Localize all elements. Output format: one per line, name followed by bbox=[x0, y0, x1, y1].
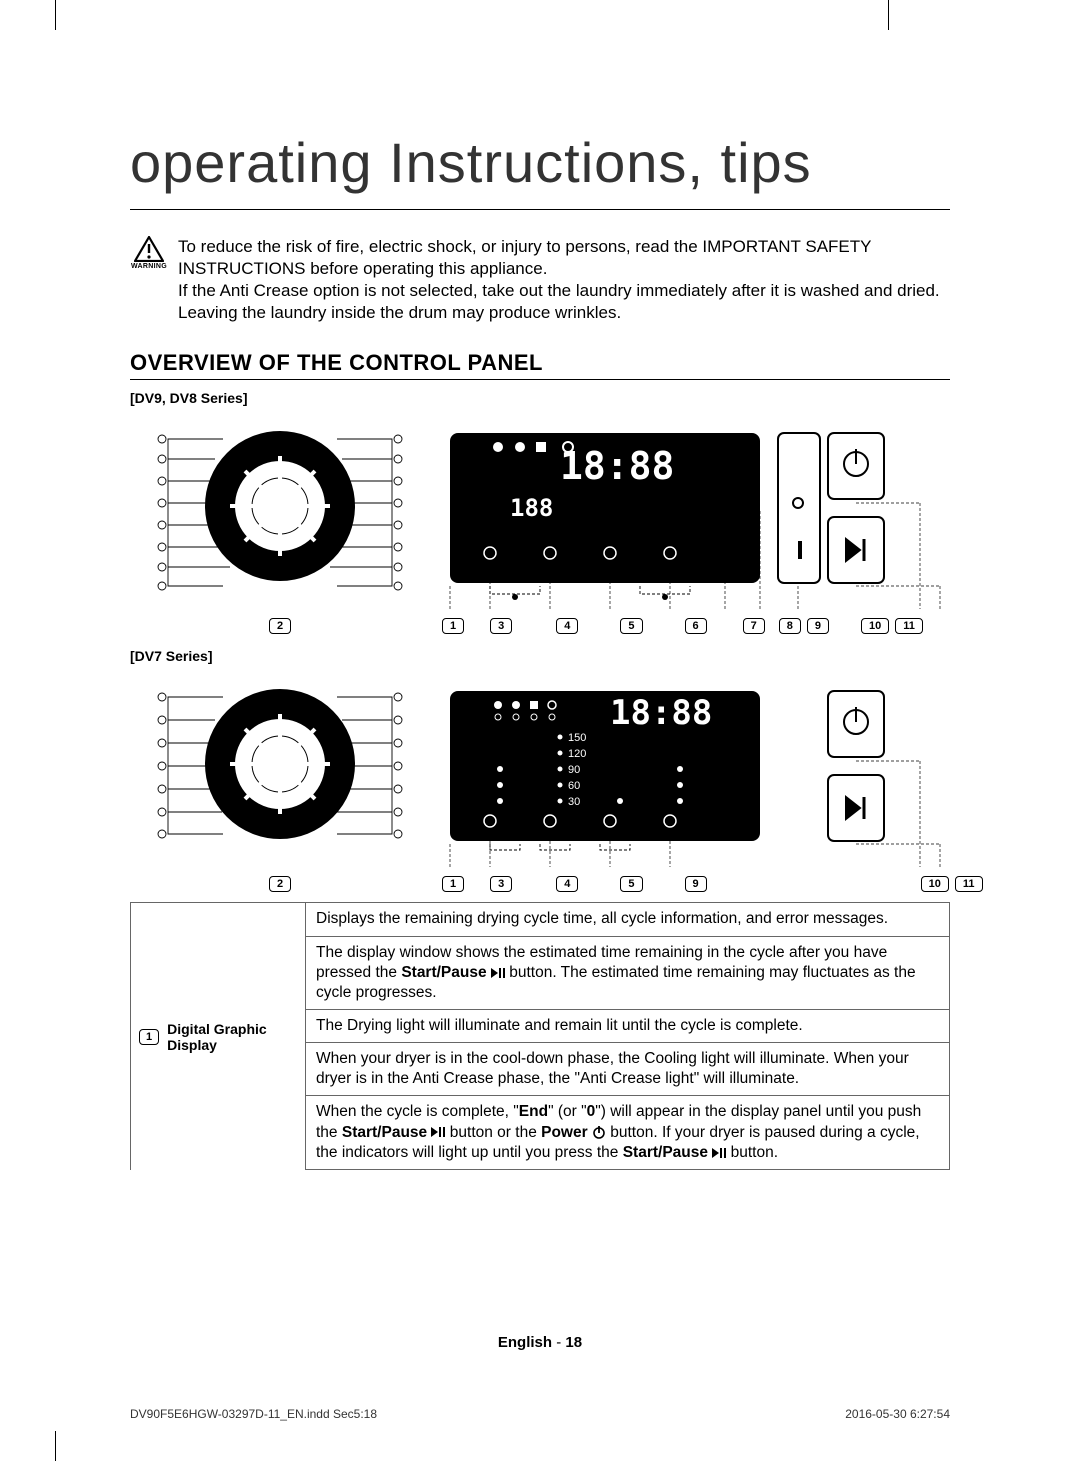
callout-3-d7: 3 bbox=[490, 876, 512, 892]
panel-dv7: 2 18:88 150 120 90 60 30 bbox=[130, 669, 950, 900]
callout-10-d7: 10 bbox=[921, 876, 949, 892]
callout-1: 1 bbox=[442, 618, 464, 634]
svg-text:188: 188 bbox=[510, 494, 553, 522]
play-pause-icon bbox=[491, 967, 505, 979]
series1-label: [DV9, DV8 Series] bbox=[130, 390, 950, 406]
section-rule bbox=[130, 379, 950, 380]
svg-text:18:88: 18:88 bbox=[610, 693, 712, 733]
svg-text:90: 90 bbox=[568, 764, 580, 776]
desc-p1: Displays the remaining drying cycle time… bbox=[306, 903, 949, 936]
desc-p2: The display window shows the estimated t… bbox=[306, 937, 949, 1010]
callout-3: 3 bbox=[490, 618, 512, 634]
dial-number-row-dv7: 2 bbox=[130, 876, 430, 892]
callout-4-d7: 4 bbox=[556, 876, 578, 892]
page-footer: English - 18 bbox=[0, 1334, 1080, 1351]
warning-label: WARNING bbox=[131, 263, 167, 270]
desc-label-cell: 1 Digital Graphic Display bbox=[131, 903, 306, 1169]
play-pause-icon bbox=[712, 1147, 726, 1159]
callout-2: 2 bbox=[269, 618, 291, 634]
callout-5-d7: 5 bbox=[620, 876, 642, 892]
dial-icon-dv7 bbox=[130, 669, 430, 869]
desc-body: Displays the remaining drying cycle time… bbox=[306, 903, 949, 1169]
title-rule bbox=[130, 209, 950, 210]
display-dv7-icon: 18:88 150 120 90 60 30 bbox=[440, 669, 960, 869]
callout-row-dv9: 1 3 4 5 6 7 8 9 10 11 bbox=[440, 618, 960, 634]
callout-10: 10 bbox=[861, 618, 889, 634]
warning-icon bbox=[134, 236, 164, 262]
desc-p4: When your dryer is in the cool-down phas… bbox=[306, 1043, 949, 1096]
svg-text:18:88: 18:88 bbox=[560, 444, 674, 488]
callout-4: 4 bbox=[556, 618, 578, 634]
desc-table: 1 Digital Graphic Display Displays the r… bbox=[130, 902, 950, 1169]
panel-dv9: 2 18:88 188 bbox=[130, 411, 950, 642]
callout-8: 8 bbox=[779, 618, 801, 634]
desc-p5: When the cycle is complete, "End" (or "0… bbox=[306, 1096, 949, 1169]
power-icon bbox=[592, 1125, 606, 1139]
dial-icon bbox=[130, 411, 430, 611]
display-dv9-icon: 18:88 188 bbox=[440, 411, 960, 611]
warning-block: WARNING To reduce the risk of fire, elec… bbox=[130, 236, 950, 324]
section-title: OVERVIEW OF THE CONTROL PANEL bbox=[130, 350, 950, 376]
desc-num: 1 bbox=[139, 1029, 159, 1045]
svg-text:120: 120 bbox=[568, 748, 586, 760]
callout-1-d7: 1 bbox=[442, 876, 464, 892]
svg-text:60: 60 bbox=[568, 780, 580, 792]
callout-7: 7 bbox=[743, 618, 765, 634]
desc-name: Digital Graphic Display bbox=[167, 1021, 297, 1053]
series2-label: [DV7 Series] bbox=[130, 648, 950, 664]
page-title: operating Instructions, tips bbox=[130, 130, 950, 195]
callout-9: 9 bbox=[807, 618, 829, 634]
callout-6: 6 bbox=[685, 618, 707, 634]
svg-text:150: 150 bbox=[568, 732, 586, 744]
svg-text:30: 30 bbox=[568, 796, 580, 808]
callout-9-d7: 9 bbox=[685, 876, 707, 892]
callout-11: 11 bbox=[895, 618, 923, 634]
callout-5: 5 bbox=[620, 618, 642, 634]
dial-number-row: 2 bbox=[130, 618, 430, 634]
callout-row-dv7: 1 3 4 5 9 10 11 bbox=[440, 876, 997, 892]
desc-p3: The Drying light will illuminate and rem… bbox=[306, 1010, 949, 1043]
play-pause-icon bbox=[431, 1126, 445, 1138]
callout-2-dv7: 2 bbox=[269, 876, 291, 892]
warning-text: To reduce the risk of fire, electric sho… bbox=[178, 236, 950, 324]
print-info: DV90F5E6HGW-03297D-11_EN.indd Sec5:18 20… bbox=[130, 1407, 950, 1421]
callout-11-d7: 11 bbox=[955, 876, 983, 892]
